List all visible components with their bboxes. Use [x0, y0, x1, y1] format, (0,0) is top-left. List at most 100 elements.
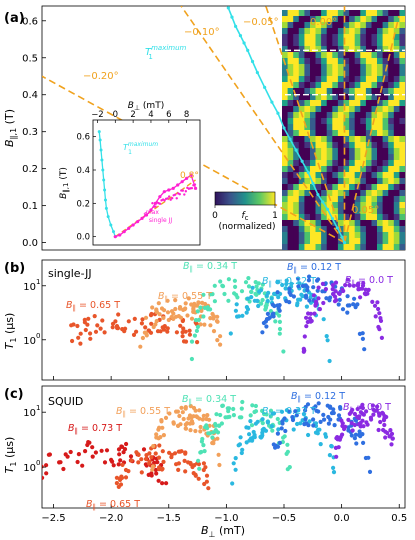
- data-point: [316, 427, 321, 432]
- heatmap-cell: [282, 184, 288, 191]
- a-ytick-label: 0.5: [22, 53, 38, 64]
- data-point: [304, 295, 309, 300]
- heatmap-cell: [349, 10, 356, 17]
- data-point: [328, 417, 333, 422]
- data-point: [180, 330, 185, 335]
- heatmap-cell: [298, 190, 305, 197]
- data-point: [212, 283, 217, 288]
- heatmap-cell: [371, 58, 378, 65]
- data-point: [336, 413, 342, 418]
- heatmap-cell: [399, 118, 405, 125]
- data-point: [343, 424, 348, 429]
- heatmap-cell: [298, 184, 305, 191]
- heatmap-cell: [349, 142, 356, 149]
- data-point: [248, 413, 253, 418]
- heatmap-cell: [321, 82, 328, 89]
- inset-cyan-point: [102, 178, 106, 182]
- data-point: [275, 280, 280, 285]
- data-point: [165, 298, 170, 303]
- heatmap-cell: [399, 100, 405, 107]
- data-point: [76, 452, 81, 457]
- heatmap-cell: [349, 244, 356, 250]
- heatmap-cell: [349, 118, 356, 125]
- data-point: [366, 287, 371, 292]
- data-point: [198, 322, 203, 327]
- data-point: [295, 303, 300, 308]
- data-point: [120, 462, 125, 467]
- heatmap-cell: [393, 232, 400, 239]
- inset-magenta-point: [158, 195, 162, 199]
- heatmap-cell: [399, 160, 405, 167]
- data-point: [213, 428, 218, 433]
- heatmap-cell: [337, 106, 344, 113]
- data-point: [331, 292, 336, 297]
- data-point: [179, 405, 184, 410]
- heatmap-cell: [349, 226, 356, 233]
- data-point: [329, 443, 334, 449]
- heatmap-cell: [399, 94, 405, 101]
- heatmap-cell: [282, 226, 288, 233]
- heatmap-cell: [382, 238, 389, 245]
- heatmap-cell: [371, 136, 378, 143]
- data-point: [316, 296, 321, 301]
- data-point: [199, 308, 204, 313]
- heatmap-cell: [321, 148, 328, 155]
- panel-a-lines: [42, 6, 405, 245]
- heatmap-cell: [326, 244, 333, 250]
- data-point: [148, 313, 154, 318]
- heatmap-cell: [304, 232, 311, 239]
- data-point: [143, 315, 149, 320]
- heatmap-cell: [393, 184, 400, 191]
- heatmap-cell: [315, 226, 322, 233]
- heatmap-cell: [298, 142, 305, 149]
- heatmap-cell: [337, 94, 344, 101]
- data-point: [208, 307, 213, 312]
- t1-max-point: [288, 137, 292, 141]
- data-point: [253, 403, 258, 409]
- data-point: [155, 329, 161, 334]
- heatmap-cell: [298, 208, 305, 215]
- data-point: [174, 409, 179, 414]
- data-point: [295, 421, 300, 427]
- heatmap-cell: [337, 160, 344, 167]
- data-point: [258, 288, 264, 293]
- data-point: [252, 432, 257, 438]
- heatmap-cell: [287, 40, 294, 47]
- heatmap-cell: [321, 172, 328, 179]
- heatmap-cell: [293, 82, 300, 89]
- data-point: [383, 435, 388, 440]
- heatmap-cell: [399, 58, 405, 65]
- heatmap-cell: [326, 34, 333, 41]
- heatmap-cell: [377, 22, 383, 29]
- data-point: [243, 280, 249, 285]
- heatmap-cell: [382, 244, 389, 250]
- data-point: [275, 444, 281, 449]
- heatmap-cell: [360, 58, 367, 65]
- heatmap-cell: [337, 244, 344, 250]
- data-point: [161, 433, 166, 438]
- heatmap-cell: [304, 82, 311, 89]
- heatmap-cell: [315, 166, 322, 173]
- data-point: [44, 463, 49, 468]
- data-point: [110, 459, 115, 464]
- heatmap-cell: [377, 118, 383, 125]
- heatmap-cell: [371, 166, 378, 173]
- data-point: [210, 440, 215, 446]
- data-point: [261, 426, 266, 431]
- heatmap-cell: [315, 106, 322, 113]
- heatmap-cell: [399, 70, 405, 77]
- heatmap-cell: [321, 214, 328, 221]
- heatmap-cell: [371, 10, 378, 17]
- heatmap-cell: [337, 154, 344, 161]
- data-point: [197, 466, 202, 471]
- heatmap-cell: [371, 106, 378, 113]
- heatmap-cell: [349, 22, 356, 29]
- heatmap-cell: [343, 232, 350, 239]
- heatmap-cell: [298, 70, 305, 77]
- data-point: [239, 289, 245, 294]
- heatmap-cell: [332, 124, 339, 131]
- data-point: [198, 424, 203, 430]
- data-point: [179, 449, 184, 454]
- heatmap-cell: [337, 214, 344, 221]
- data-point: [204, 416, 209, 422]
